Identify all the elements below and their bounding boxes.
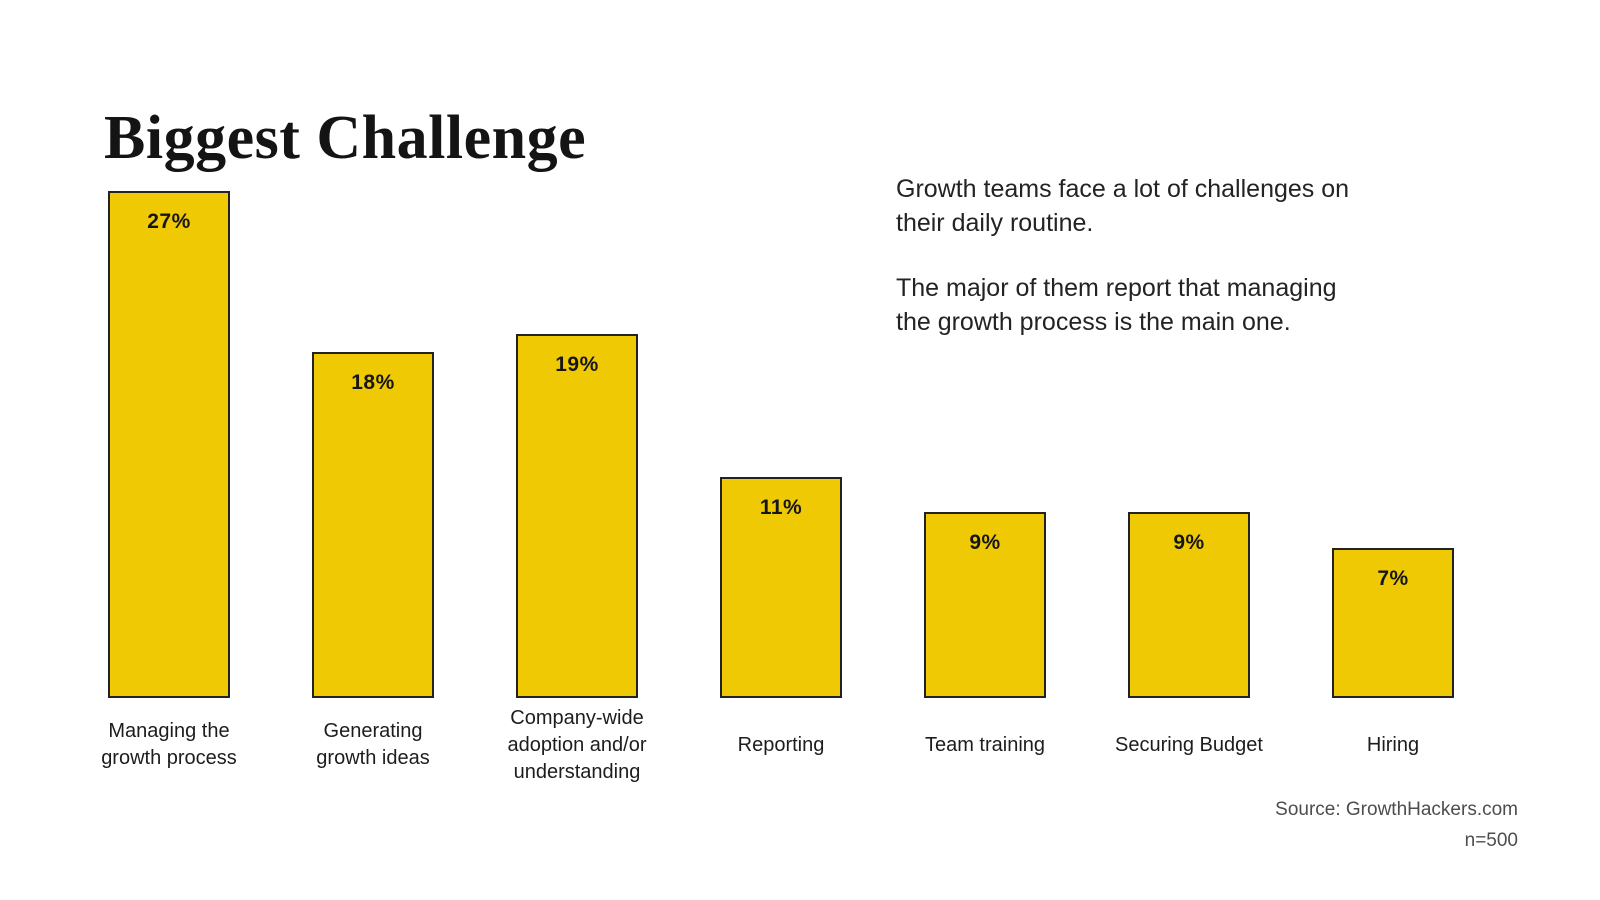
- bar: 11%: [720, 477, 842, 698]
- bar-area: 27%: [67, 188, 271, 698]
- bar-group-company-wide-adoption: 19% Company-wide adoption and/or underst…: [475, 188, 679, 792]
- bar-chart: 27% Managing the growth process 18% Gene…: [67, 188, 1495, 792]
- bar: 27%: [108, 191, 230, 698]
- sample-size-line: n=500: [1464, 830, 1518, 851]
- bar-group-team-training: 9% Team training: [883, 188, 1087, 792]
- bar-value-label: 9%: [969, 531, 1001, 554]
- bar-group-managing-growth-process: 27% Managing the growth process: [67, 188, 271, 792]
- bar: 9%: [924, 512, 1046, 698]
- source-line: Source: GrowthHackers.com: [1275, 799, 1518, 820]
- bar-area: 11%: [679, 188, 883, 698]
- bar-group-generating-growth-ideas: 18% Generating growth ideas: [271, 188, 475, 792]
- bar-category-label: Reporting: [737, 733, 825, 756]
- annotation-paragraph-2: The major of them report that managing t…: [896, 274, 1337, 336]
- bar-value-label: 7%: [1377, 567, 1409, 590]
- annotation-paragraph-1: Growth teams face a lot of challenges on…: [896, 175, 1350, 237]
- annotation-block: Growth teams face a lot of challenges on…: [896, 172, 1456, 370]
- bar-category-label: Company-wide adoption and/or understandi…: [507, 706, 647, 783]
- bar-value-label: 19%: [555, 353, 599, 376]
- bar: 7%: [1332, 548, 1454, 698]
- bar: 19%: [516, 334, 638, 698]
- bar-group-securing-budget: 9% Securing Budget: [1087, 188, 1291, 792]
- bar-group-hiring: 7% Hiring: [1291, 188, 1495, 792]
- bar-category-label: Securing Budget: [1115, 733, 1263, 756]
- bar-category-label: Hiring: [1366, 733, 1420, 756]
- bar: 9%: [1128, 512, 1250, 698]
- bar-value-label: 27%: [147, 210, 191, 233]
- bar-area: 19%: [475, 188, 679, 698]
- bar-category-label: Generating growth ideas: [316, 720, 430, 769]
- bar-area: 9%: [883, 188, 1087, 698]
- bar-group-reporting: 11% Reporting: [679, 188, 883, 792]
- bar-value-label: 18%: [351, 371, 395, 394]
- bar-value-label: 11%: [759, 496, 803, 519]
- bar: 18%: [312, 352, 434, 698]
- bar-value-label: 9%: [1173, 531, 1205, 554]
- bar-category-label: Managing the growth process: [101, 720, 237, 769]
- bar-category-label: Team training: [924, 733, 1046, 756]
- page-title: Biggest Challenge: [104, 103, 587, 172]
- bar-area: 7%: [1291, 188, 1495, 698]
- bar-area: 9%: [1087, 188, 1291, 698]
- source-block: Source: GrowthHackers.com n=500: [1275, 794, 1518, 856]
- bar-area: 18%: [271, 188, 475, 698]
